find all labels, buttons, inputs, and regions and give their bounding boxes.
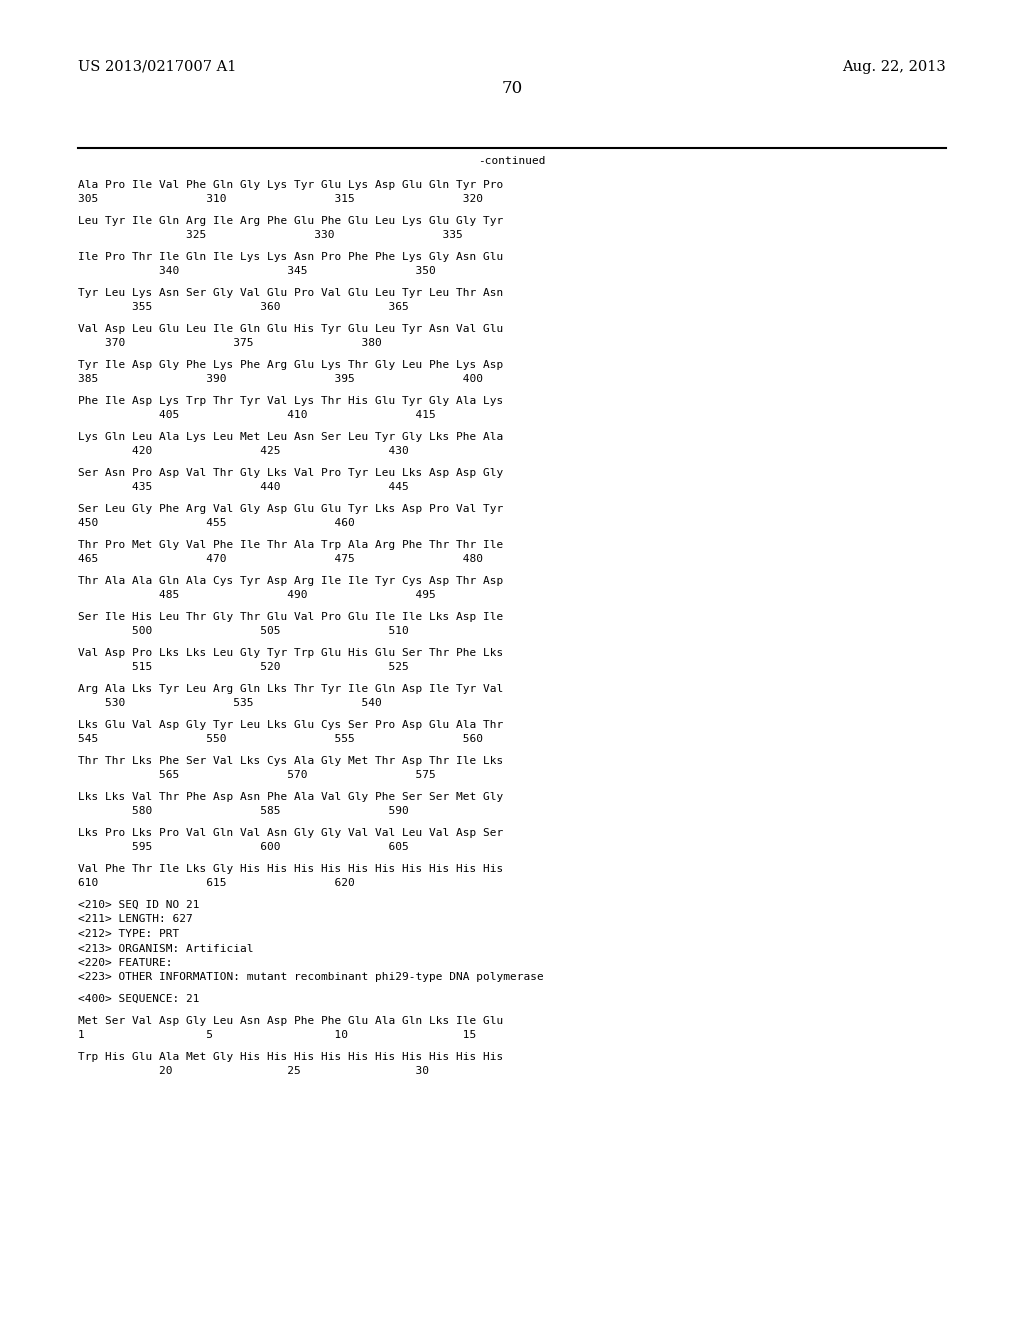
Text: 485                490                495: 485 490 495 <box>78 590 436 601</box>
Text: Lks Pro Lks Pro Val Gln Val Asn Gly Gly Val Val Leu Val Asp Ser: Lks Pro Lks Pro Val Gln Val Asn Gly Gly … <box>78 828 503 838</box>
Text: 370                375                380: 370 375 380 <box>78 338 382 348</box>
Text: 580                585                590: 580 585 590 <box>78 807 409 817</box>
Text: US 2013/0217007 A1: US 2013/0217007 A1 <box>78 59 237 74</box>
Text: Lks Lks Val Thr Phe Asp Asn Phe Ala Val Gly Phe Ser Ser Met Gly: Lks Lks Val Thr Phe Asp Asn Phe Ala Val … <box>78 792 503 803</box>
Text: Thr Ala Ala Gln Ala Cys Tyr Asp Arg Ile Ile Tyr Cys Asp Thr Asp: Thr Ala Ala Gln Ala Cys Tyr Asp Arg Ile … <box>78 576 503 586</box>
Text: <400> SEQUENCE: 21: <400> SEQUENCE: 21 <box>78 994 200 1005</box>
Text: 355                360                365: 355 360 365 <box>78 302 409 313</box>
Text: 435                440                445: 435 440 445 <box>78 483 409 492</box>
Text: 500                505                510: 500 505 510 <box>78 627 409 636</box>
Text: Leu Tyr Ile Gln Arg Ile Arg Phe Glu Phe Glu Leu Lys Glu Gly Tyr: Leu Tyr Ile Gln Arg Ile Arg Phe Glu Phe … <box>78 216 503 226</box>
Text: Arg Ala Lks Tyr Leu Arg Gln Lks Thr Tyr Ile Gln Asp Ile Tyr Val: Arg Ala Lks Tyr Leu Arg Gln Lks Thr Tyr … <box>78 684 503 694</box>
Text: 20                 25                 30: 20 25 30 <box>78 1067 429 1076</box>
Text: 545                550                555                560: 545 550 555 560 <box>78 734 483 744</box>
Text: Ser Leu Gly Phe Arg Val Gly Asp Glu Glu Tyr Lks Asp Pro Val Tyr: Ser Leu Gly Phe Arg Val Gly Asp Glu Glu … <box>78 504 503 513</box>
Text: <210> SEQ ID NO 21: <210> SEQ ID NO 21 <box>78 900 200 909</box>
Text: Phe Ile Asp Lys Trp Thr Tyr Val Lys Thr His Glu Tyr Gly Ala Lys: Phe Ile Asp Lys Trp Thr Tyr Val Lys Thr … <box>78 396 503 407</box>
Text: 420                425                430: 420 425 430 <box>78 446 409 457</box>
Text: 405                410                415: 405 410 415 <box>78 411 436 421</box>
Text: Thr Thr Lks Phe Ser Val Lks Cys Ala Gly Met Thr Asp Thr Ile Lks: Thr Thr Lks Phe Ser Val Lks Cys Ala Gly … <box>78 756 503 766</box>
Text: Aug. 22, 2013: Aug. 22, 2013 <box>843 59 946 74</box>
Text: 450                455                460: 450 455 460 <box>78 519 354 528</box>
Text: 610                615                620: 610 615 620 <box>78 879 354 888</box>
Text: Trp His Glu Ala Met Gly His His His His His His His His His His: Trp His Glu Ala Met Gly His His His His … <box>78 1052 503 1061</box>
Text: 1                  5                  10                 15: 1 5 10 15 <box>78 1030 476 1040</box>
Text: Ser Ile His Leu Thr Gly Thr Glu Val Pro Glu Ile Ile Lks Asp Ile: Ser Ile His Leu Thr Gly Thr Glu Val Pro … <box>78 612 503 622</box>
Text: Met Ser Val Asp Gly Leu Asn Asp Phe Phe Glu Ala Gln Lks Ile Glu: Met Ser Val Asp Gly Leu Asn Asp Phe Phe … <box>78 1015 503 1026</box>
Text: <211> LENGTH: 627: <211> LENGTH: 627 <box>78 915 193 924</box>
Text: Val Asp Pro Lks Lks Leu Gly Tyr Trp Glu His Glu Ser Thr Phe Lks: Val Asp Pro Lks Lks Leu Gly Tyr Trp Glu … <box>78 648 503 657</box>
Text: Thr Pro Met Gly Val Phe Ile Thr Ala Trp Ala Arg Phe Thr Thr Ile: Thr Pro Met Gly Val Phe Ile Thr Ala Trp … <box>78 540 503 550</box>
Text: Lys Gln Leu Ala Lys Leu Met Leu Asn Ser Leu Tyr Gly Lks Phe Ala: Lys Gln Leu Ala Lys Leu Met Leu Asn Ser … <box>78 432 503 442</box>
Text: Tyr Leu Lys Asn Ser Gly Val Glu Pro Val Glu Leu Tyr Leu Thr Asn: Tyr Leu Lys Asn Ser Gly Val Glu Pro Val … <box>78 288 503 298</box>
Text: 465                470                475                480: 465 470 475 480 <box>78 554 483 565</box>
Text: <212> TYPE: PRT: <212> TYPE: PRT <box>78 929 179 939</box>
Text: 325                330                335: 325 330 335 <box>78 231 463 240</box>
Text: Val Asp Leu Glu Leu Ile Gln Glu His Tyr Glu Leu Tyr Asn Val Glu: Val Asp Leu Glu Leu Ile Gln Glu His Tyr … <box>78 323 503 334</box>
Text: 595                600                605: 595 600 605 <box>78 842 409 853</box>
Text: Ala Pro Ile Val Phe Gln Gly Lys Tyr Glu Lys Asp Glu Gln Tyr Pro: Ala Pro Ile Val Phe Gln Gly Lys Tyr Glu … <box>78 180 503 190</box>
Text: Ile Pro Thr Ile Gln Ile Lys Lys Asn Pro Phe Phe Lys Gly Asn Glu: Ile Pro Thr Ile Gln Ile Lys Lys Asn Pro … <box>78 252 503 261</box>
Text: <220> FEATURE:: <220> FEATURE: <box>78 958 172 968</box>
Text: Tyr Ile Asp Gly Phe Lys Phe Arg Glu Lys Thr Gly Leu Phe Lys Asp: Tyr Ile Asp Gly Phe Lys Phe Arg Glu Lys … <box>78 360 503 370</box>
Text: <223> OTHER INFORMATION: mutant recombinant phi29-type DNA polymerase: <223> OTHER INFORMATION: mutant recombin… <box>78 973 544 982</box>
Text: 305                310                315                320: 305 310 315 320 <box>78 194 483 205</box>
Text: Lks Glu Val Asp Gly Tyr Leu Lks Glu Cys Ser Pro Asp Glu Ala Thr: Lks Glu Val Asp Gly Tyr Leu Lks Glu Cys … <box>78 719 503 730</box>
Text: 515                520                525: 515 520 525 <box>78 663 409 672</box>
Text: 530                535                540: 530 535 540 <box>78 698 382 709</box>
Text: 70: 70 <box>502 81 522 96</box>
Text: <213> ORGANISM: Artificial: <213> ORGANISM: Artificial <box>78 944 254 953</box>
Text: 340                345                350: 340 345 350 <box>78 267 436 276</box>
Text: Val Phe Thr Ile Lks Gly His His His His His His His His His His: Val Phe Thr Ile Lks Gly His His His His … <box>78 865 503 874</box>
Text: 565                570                575: 565 570 575 <box>78 771 436 780</box>
Text: 385                390                395                400: 385 390 395 400 <box>78 375 483 384</box>
Text: -continued: -continued <box>478 156 546 166</box>
Text: Ser Asn Pro Asp Val Thr Gly Lks Val Pro Tyr Leu Lks Asp Asp Gly: Ser Asn Pro Asp Val Thr Gly Lks Val Pro … <box>78 469 503 478</box>
